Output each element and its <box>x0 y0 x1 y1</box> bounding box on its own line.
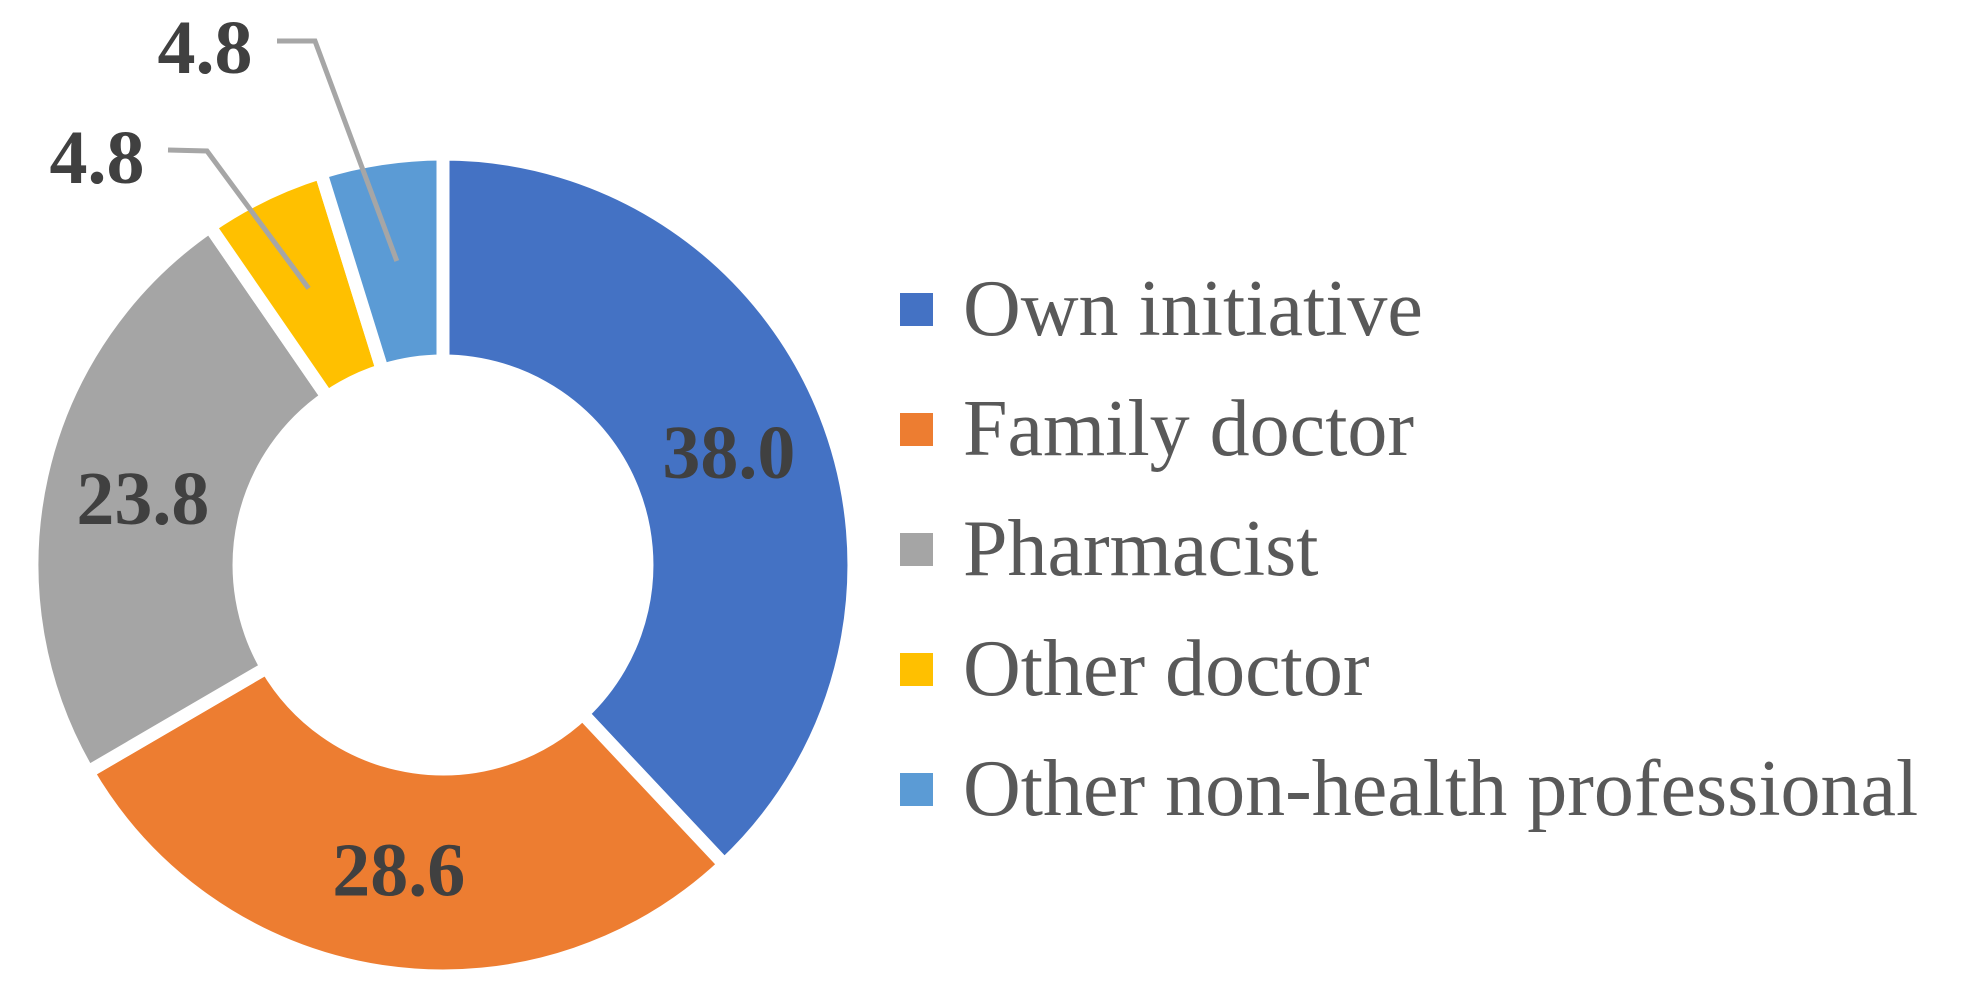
legend-swatch-pharmacist <box>900 532 933 566</box>
leader-line-other-non-health-professional <box>277 38 400 262</box>
legend-item-other-non-health-professional: Other non-health professional <box>900 729 1918 849</box>
legend-label-other-non-health-professional: Other non-health professional <box>963 745 1919 833</box>
legend-label-own-initiative: Own initiative <box>963 265 1423 353</box>
leader-line-other-doctor <box>167 147 311 290</box>
data-label-other-doctor: 4.8 <box>50 116 145 200</box>
donut-slice-family-doctor <box>79 658 734 983</box>
legend-item-family-doctor: Family doctor <box>900 369 1918 489</box>
donut-slice-pharmacist <box>25 217 337 781</box>
data-label-own-initiative: 38.0 <box>662 411 795 495</box>
legend: Own initiative Family doctor Pharmacist … <box>900 249 1918 849</box>
donut-slice-own-initiative <box>436 147 861 874</box>
donut-slice-other-non-health-professional <box>312 147 450 379</box>
legend-item-own-initiative: Own initiative <box>900 249 1918 369</box>
legend-label-pharmacist: Pharmacist <box>963 505 1319 593</box>
legend-label-other-doctor: Other doctor <box>963 625 1370 713</box>
legend-item-other-doctor: Other doctor <box>900 609 1918 729</box>
legend-swatch-other-doctor <box>900 652 933 686</box>
legend-swatch-family-doctor <box>900 412 933 446</box>
data-label-other-non-health-professional: 4.8 <box>158 6 253 90</box>
legend-item-pharmacist: Pharmacist <box>900 489 1918 609</box>
legend-swatch-other-non-health-professional <box>900 772 933 806</box>
legend-label-family-doctor: Family doctor <box>963 385 1415 473</box>
data-label-pharmacist: 23.8 <box>76 457 209 541</box>
data-label-family-doctor: 28.6 <box>332 828 465 912</box>
legend-swatch-own-initiative <box>900 292 933 326</box>
